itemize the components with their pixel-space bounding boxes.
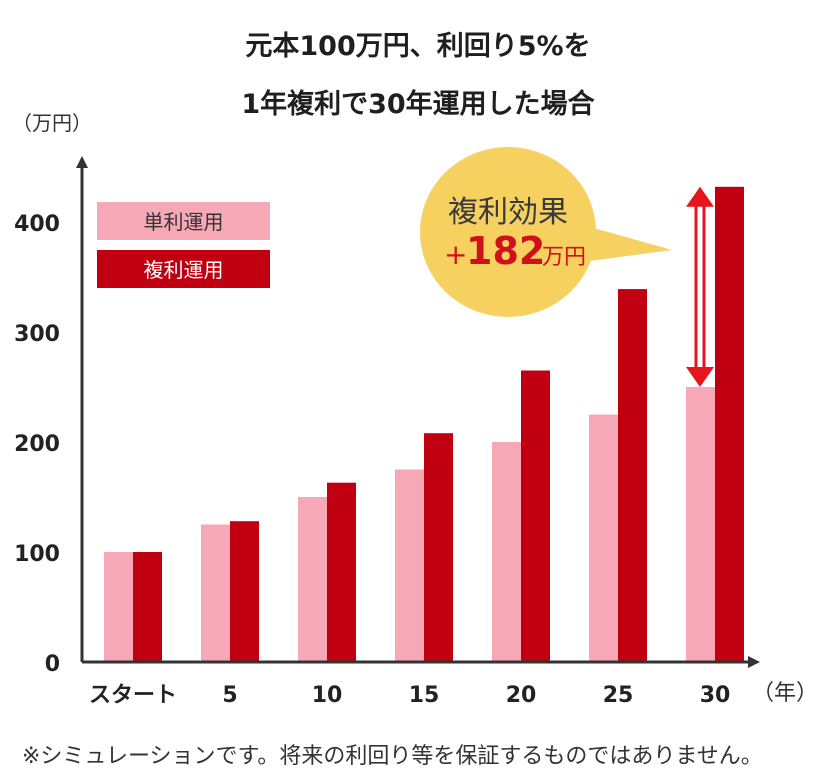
y-tick-label: 400: [14, 212, 60, 237]
bar-simple-6: [686, 387, 715, 662]
bar-compound-5: [618, 289, 647, 662]
bubble-pointer: [572, 222, 672, 262]
y-tick-label: 200: [14, 432, 60, 457]
legend-label-compound: 複利運用: [144, 258, 224, 282]
bar-simple-2: [298, 497, 327, 662]
annotation-bubble: [420, 147, 596, 317]
legend-swatch-simple: [97, 202, 270, 240]
arrow-down-icon: [686, 367, 714, 387]
y-tick-label: 100: [14, 542, 60, 567]
x-tick-label: 25: [603, 683, 634, 708]
y-axis-label: （万円）: [12, 111, 92, 135]
annotation-label: 複利効果: [448, 195, 568, 230]
x-tick-label: 10: [312, 683, 343, 708]
arrow-up-icon: [686, 186, 714, 207]
annotation-value: 182: [466, 229, 545, 273]
bar-compound-3: [424, 433, 453, 662]
x-axis-label: （年）: [752, 681, 818, 706]
y-tick-label: 0: [45, 652, 60, 677]
legend-swatch-compound: [97, 250, 270, 288]
chart-title-line-1: 元本100万円、利回り5%を: [245, 31, 591, 62]
bar-simple-0: [104, 552, 133, 662]
bar-simple-1: [201, 524, 230, 662]
x-tick-label: スタート: [89, 683, 177, 708]
bar-simple-3: [395, 469, 424, 662]
bar-simple-5: [589, 414, 618, 662]
bar-compound-1: [230, 521, 259, 662]
footnote: ※シミュレーションです。将来の利回り等を保証するものではありません。: [22, 744, 763, 769]
y-tick-label: 300: [14, 322, 60, 347]
chart-title-line-2: 1年複利で30年運用した場合: [241, 89, 595, 120]
legend-label-simple: 単利運用: [144, 210, 224, 234]
y-axis-arrow-icon: [76, 156, 88, 168]
annotation-unit: 万円: [542, 245, 586, 270]
x-tick-label: 30: [700, 683, 731, 708]
bar-compound-4: [521, 370, 550, 662]
bar-compound-6: [715, 186, 744, 663]
bar-simple-4: [492, 442, 521, 662]
annotation-value-prefix: +: [444, 238, 467, 271]
x-tick-label: 15: [409, 683, 440, 708]
bar-compound-0: [133, 552, 162, 662]
x-tick-label: 20: [506, 683, 537, 708]
x-tick-label: 5: [222, 683, 237, 708]
bar-compound-2: [327, 482, 356, 662]
x-axis-arrow-icon: [748, 656, 760, 668]
